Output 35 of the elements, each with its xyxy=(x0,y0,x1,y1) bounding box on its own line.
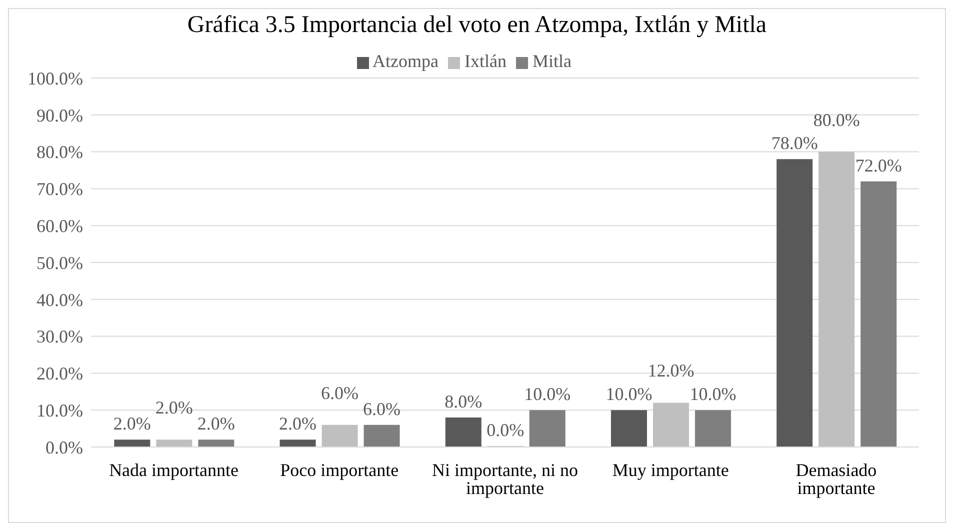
y-tick-label: 10.0% xyxy=(36,400,83,420)
data-label: 2.0% xyxy=(279,414,317,434)
chart-title: Gráfica 3.5 Importancia del voto en Atzompa, Ixtlán y Mitla xyxy=(186,11,768,40)
data-label: 12.0% xyxy=(648,360,694,381)
data-label: 8.0% xyxy=(444,391,482,412)
y-tick-label: 20.0% xyxy=(36,364,83,384)
y-tick-label: 80.0% xyxy=(36,142,83,162)
data-label: 10.0% xyxy=(690,384,736,404)
y-tick-label: 70.0% xyxy=(36,179,83,200)
legend-label: Atzompa xyxy=(372,51,438,71)
y-tick-label: 90.0% xyxy=(36,105,83,126)
y-tick-label: 50.0% xyxy=(36,252,83,273)
data-label: 6.0% xyxy=(321,382,359,403)
data-label: 10.0% xyxy=(524,384,571,404)
data-label: 72.0% xyxy=(855,155,902,176)
y-tick-label: 60.0% xyxy=(36,216,83,236)
x-tick-label: Nada importannte xyxy=(109,460,239,480)
y-tick-label: 0.0% xyxy=(46,437,83,458)
data-label: 2.0% xyxy=(155,398,193,418)
x-tick-label: Muy importante xyxy=(612,460,729,480)
x-tick-label: Ni importante, ni no importante xyxy=(432,460,578,498)
legend-label: Mitla xyxy=(532,51,572,71)
data-label: 2.0% xyxy=(197,414,235,434)
legend-label: Ixtlán xyxy=(464,51,506,71)
data-label: 2.0% xyxy=(113,414,151,434)
data-label: 80.0% xyxy=(813,110,860,130)
y-tick-label: 100.0% xyxy=(28,68,83,88)
y-tick-label: 30.0% xyxy=(36,326,83,347)
data-label: 78.0% xyxy=(771,133,818,154)
x-tick-label: Demasiado importante xyxy=(796,460,877,498)
data-label: 6.0% xyxy=(363,398,401,419)
data-label: 0.0% xyxy=(486,420,524,440)
data-label: 10.0% xyxy=(606,384,652,404)
x-tick-label: Poco importante xyxy=(280,460,399,480)
y-tick-label: 40.0% xyxy=(36,290,83,310)
